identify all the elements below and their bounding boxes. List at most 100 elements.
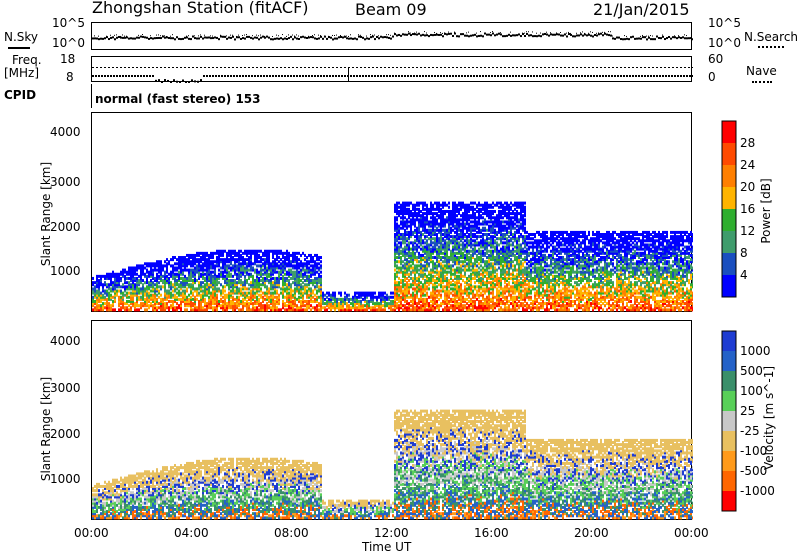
power-cell xyxy=(408,287,410,291)
power-cell xyxy=(258,304,260,308)
nsearch-point xyxy=(440,32,441,34)
nsky-tick-bottom: 10^0 xyxy=(52,36,85,50)
power-cell xyxy=(178,289,180,293)
nave-point xyxy=(398,75,400,77)
power-cell xyxy=(468,222,470,226)
power-cell xyxy=(402,209,404,213)
power-cell xyxy=(476,226,478,230)
nsky-point xyxy=(100,37,102,40)
power-cell xyxy=(474,304,476,308)
power-cell xyxy=(266,285,268,289)
power-cell xyxy=(466,308,468,312)
power-cell xyxy=(182,297,184,301)
nsky-point xyxy=(204,36,206,39)
power-cell xyxy=(458,295,460,299)
nave-point xyxy=(221,75,223,77)
power-cell xyxy=(246,253,248,257)
power-cell xyxy=(278,295,280,299)
nsearch-point xyxy=(378,35,379,37)
power-cell xyxy=(408,243,410,247)
power-cell xyxy=(438,253,440,257)
nsky-point xyxy=(498,32,500,35)
power-cell xyxy=(230,253,232,257)
nave-point xyxy=(194,80,196,83)
power-cell xyxy=(434,241,436,245)
power-cell xyxy=(446,230,448,234)
power-cell xyxy=(206,276,208,280)
power-cell xyxy=(310,299,312,303)
power-cell xyxy=(128,295,130,299)
power-cell xyxy=(196,264,198,268)
power-cell xyxy=(256,274,258,278)
nave-point xyxy=(185,81,187,83)
power-cell xyxy=(432,268,434,272)
power-cell xyxy=(192,274,194,278)
power-cell xyxy=(182,256,184,260)
power-cell xyxy=(434,285,436,289)
power-cell xyxy=(432,270,434,274)
power-cell xyxy=(470,207,472,211)
power-cell xyxy=(482,228,484,232)
nsearch-point xyxy=(560,31,561,33)
power-cell xyxy=(236,295,238,299)
power-cell xyxy=(190,306,192,310)
power-cell xyxy=(232,268,234,272)
power-cell xyxy=(172,256,174,260)
nave-point xyxy=(560,75,562,77)
nsky-point xyxy=(624,38,626,41)
power-cell xyxy=(234,268,236,272)
power-ylabel: Slant Range [km] xyxy=(39,161,53,267)
power-cell xyxy=(362,291,364,295)
power-cell xyxy=(316,266,318,270)
freq-point xyxy=(388,67,390,68)
power-cell xyxy=(208,253,210,257)
power-cell xyxy=(396,249,398,253)
power-cell xyxy=(242,266,244,270)
power-cell xyxy=(320,304,322,308)
power-cell xyxy=(260,264,262,268)
power-cell xyxy=(208,285,210,289)
power-cell xyxy=(220,289,222,293)
nave-point xyxy=(602,75,604,77)
power-cell xyxy=(450,220,452,224)
nsearch-point xyxy=(150,35,151,37)
power-cell xyxy=(198,274,200,278)
power-cell xyxy=(414,302,416,306)
power-cell xyxy=(398,256,400,260)
power-cell xyxy=(130,268,132,272)
power-cell xyxy=(216,256,218,260)
power-cell xyxy=(360,306,362,310)
power-cell xyxy=(440,276,442,280)
power-cell xyxy=(420,266,422,270)
power-cell xyxy=(136,299,138,303)
power-cell xyxy=(410,260,412,264)
power-cell xyxy=(206,279,208,283)
power-cell xyxy=(422,216,424,220)
power-cell xyxy=(282,285,284,289)
power-cell xyxy=(310,272,312,276)
nave-point xyxy=(566,75,568,77)
power-cell xyxy=(476,237,478,241)
power-cell xyxy=(402,226,404,230)
power-cell xyxy=(136,293,138,297)
power-cell xyxy=(422,222,424,226)
power-cell xyxy=(130,279,132,283)
power-cell xyxy=(258,289,260,293)
power-cell xyxy=(136,289,138,293)
power-cell xyxy=(442,237,444,241)
power-cell xyxy=(190,299,192,303)
nsky-point xyxy=(408,32,410,35)
power-cell xyxy=(140,304,142,308)
power-cell xyxy=(456,306,458,310)
nave-point xyxy=(395,75,397,77)
power-cell xyxy=(300,295,302,299)
power-cell xyxy=(322,291,324,295)
power-cell xyxy=(368,299,370,303)
power-cell xyxy=(114,295,116,299)
power-cell xyxy=(424,283,426,287)
power-cell xyxy=(182,276,184,280)
power-cell xyxy=(230,285,232,289)
power-cell xyxy=(478,302,480,306)
power-cell xyxy=(354,297,356,301)
nsearch-point xyxy=(592,31,593,33)
